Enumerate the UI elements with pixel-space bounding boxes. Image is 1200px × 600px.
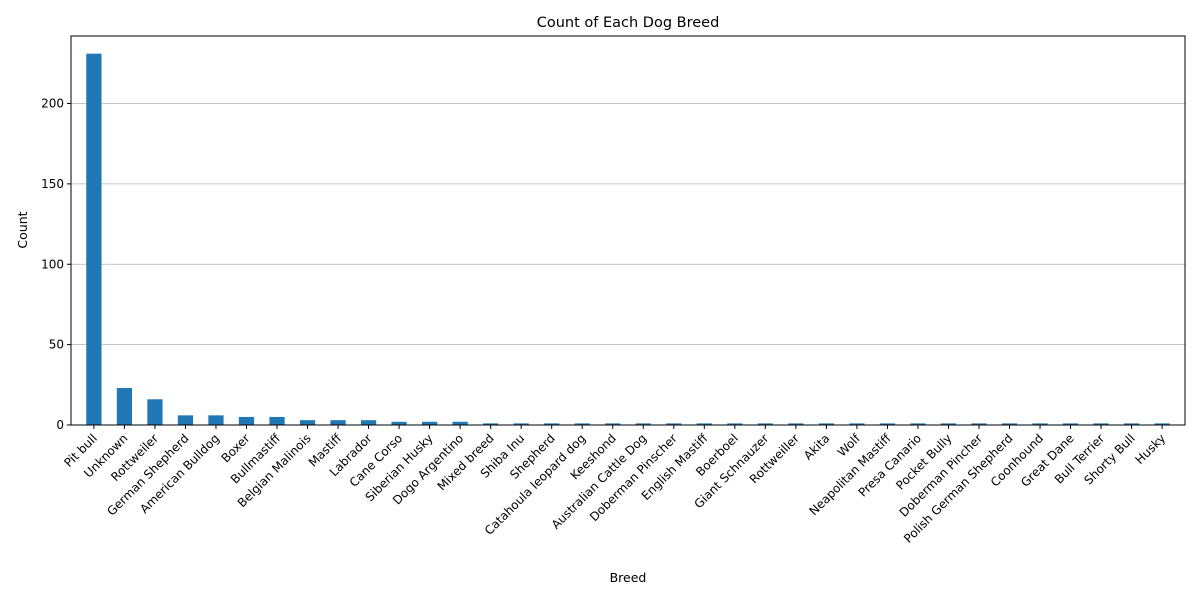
bar	[1093, 423, 1109, 425]
bar	[483, 423, 499, 425]
bar	[238, 416, 255, 425]
bar	[421, 421, 438, 425]
bar	[818, 423, 835, 425]
bar	[147, 399, 163, 425]
bar	[208, 415, 224, 425]
bar	[360, 420, 377, 425]
bar	[299, 420, 316, 425]
bar	[116, 388, 133, 425]
bar	[86, 53, 102, 425]
y-axis: 0 50 100 150 200	[41, 97, 71, 432]
bar	[940, 423, 957, 425]
bar	[177, 415, 194, 425]
bar	[727, 423, 743, 425]
bar	[1062, 423, 1079, 425]
bar	[605, 423, 621, 425]
bar	[788, 423, 804, 425]
bar	[635, 423, 651, 425]
y-axis-label: Count	[15, 211, 30, 248]
y-tick-label: 50	[49, 338, 64, 352]
bar	[1001, 423, 1018, 425]
plot-frame	[70, 35, 1186, 426]
y-tick-label: 100	[41, 257, 64, 271]
bar	[849, 423, 865, 425]
bar	[452, 421, 468, 425]
bar	[1154, 423, 1170, 425]
bar	[757, 423, 773, 425]
bar	[391, 421, 407, 425]
bar	[971, 423, 987, 425]
bar	[574, 423, 590, 425]
y-tick-label: 0	[56, 418, 64, 432]
bar	[910, 423, 926, 425]
bar	[1123, 423, 1140, 425]
bar	[666, 423, 682, 425]
y-tick-label: 200	[41, 97, 64, 111]
bar	[879, 423, 896, 425]
bar	[1032, 423, 1048, 425]
gridlines	[71, 103, 1185, 346]
bar	[269, 416, 285, 425]
bars	[86, 53, 1170, 425]
x-axis-label: Breed	[610, 570, 647, 585]
bar	[544, 423, 560, 425]
chart-title: Count of Each Dog Breed	[537, 15, 720, 31]
bar	[330, 420, 346, 425]
y-tick-label: 150	[41, 177, 64, 191]
bar	[696, 423, 712, 425]
bar	[513, 423, 529, 425]
